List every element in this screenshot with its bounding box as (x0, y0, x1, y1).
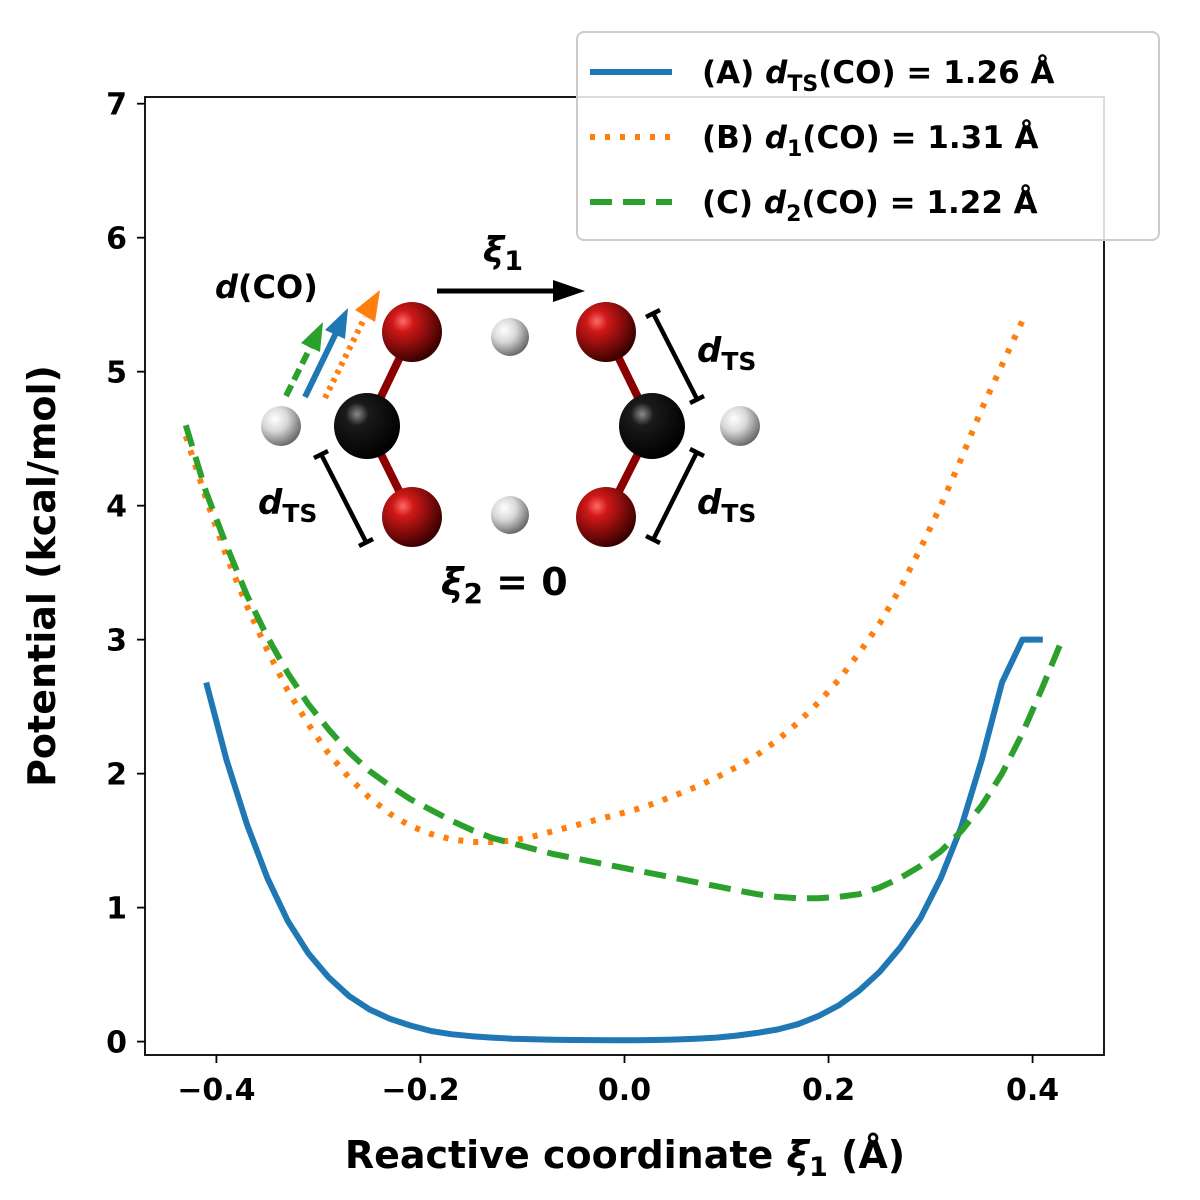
molecule-inset: d(CO) ξ1 ξ2 = 0 dTS dTS dTS (215, 230, 760, 610)
inset-label-dts-upper-right: dTS (697, 331, 756, 376)
dco-arrow-orange (322, 315, 368, 400)
legend-box (576, 31, 1160, 241)
legend-label: (B) d1(CO) = 1.31 Å (702, 119, 1039, 162)
x-axis-label: Reactive coordinate ξ1 (Å) (345, 1133, 905, 1183)
y-tick-label: 7 (106, 88, 127, 123)
series-line-a (203, 636, 1043, 1044)
oxygen-atom (382, 487, 442, 547)
y-axis-label: Potential (kcal/mol) (20, 365, 64, 787)
dco-arrow-green (283, 340, 316, 398)
y-tick-label: 3 (106, 624, 127, 659)
inset-label-dts-left: dTS (258, 483, 317, 528)
x-tick-label: 0.0 (598, 1073, 651, 1108)
legend-label: (A) dTS(CO) = 1.26 Å (702, 54, 1054, 97)
inset-label-xi1: ξ1 (483, 230, 523, 277)
y-tick-label: 4 (106, 490, 127, 525)
oxygen-atom (576, 487, 636, 547)
inset-label-dco: d(CO) (215, 268, 318, 306)
y-tick-label: 6 (106, 222, 127, 257)
y-tick-label: 2 (106, 758, 127, 793)
x-tick-label: 0.2 (802, 1073, 855, 1108)
y-tick-label: 5 (106, 356, 127, 391)
dts-bar (644, 307, 706, 406)
hydrogen-atom (491, 496, 529, 534)
inset-label-xi2: ξ2 = 0 (441, 560, 568, 610)
legend: (A) dTS(CO) = 1.26 Å (B) d1(CO) = 1.31 Å (… (576, 31, 1160, 241)
xi1-arrowhead (553, 280, 585, 302)
hydrogen-atom (261, 406, 301, 446)
series-line-c (182, 424, 1066, 902)
hydrogen-atom (720, 406, 760, 446)
dts-bar (312, 448, 375, 549)
dts-bar (644, 446, 706, 546)
dco-arrow-blue (302, 331, 339, 399)
dco-arrowhead-blue (325, 308, 348, 339)
x-tick-label: −0.4 (177, 1073, 255, 1108)
hydrogen-atom (491, 318, 529, 356)
dco-arrowhead-orange (355, 290, 380, 322)
y-tick-label: 1 (106, 892, 127, 927)
dco-arrowhead-green (301, 322, 323, 352)
carbon-atom (619, 393, 685, 459)
oxygen-atom (576, 302, 636, 362)
y-tick-label: 0 (106, 1026, 127, 1061)
inset-label-dts-lower-right: dTS (697, 483, 756, 528)
oxygen-atom (382, 302, 442, 362)
x-tick-label: 0.4 (1006, 1073, 1059, 1108)
series-line-b (182, 319, 1026, 845)
legend-label: (C) d2(CO) = 1.22 Å (702, 184, 1038, 227)
carbon-atom (334, 393, 400, 459)
x-tick-label: −0.2 (381, 1073, 459, 1108)
